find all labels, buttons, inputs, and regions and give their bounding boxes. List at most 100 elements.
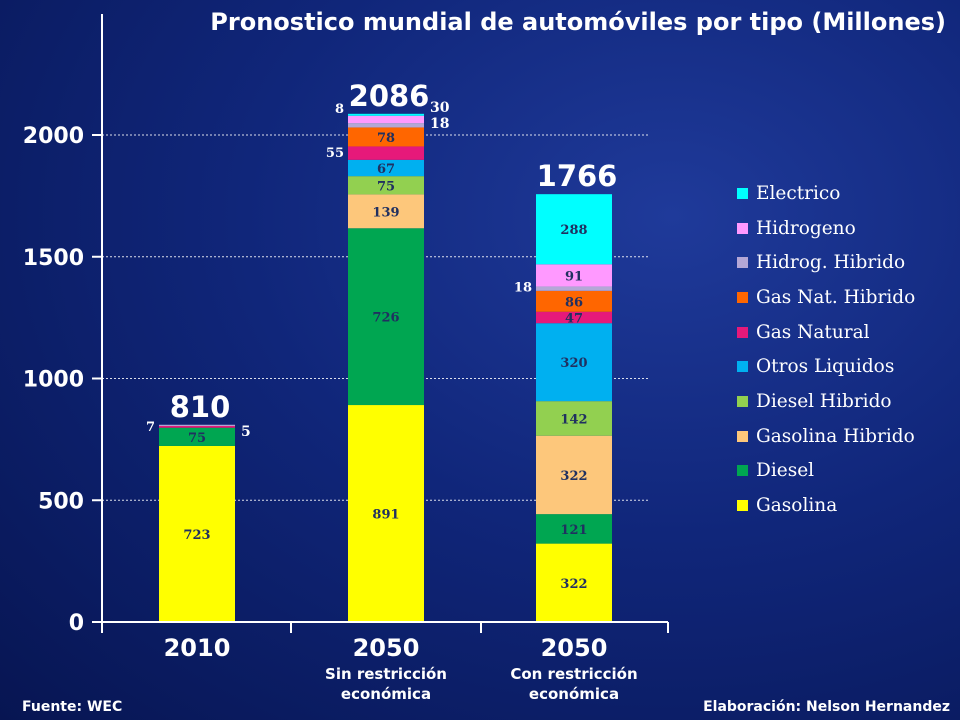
y-tick-label-500: 500 bbox=[38, 489, 84, 514]
bar-segment-gas-natural-1 bbox=[348, 146, 424, 160]
legend-swatch-gasolina-hibrido bbox=[737, 430, 748, 442]
x-category-label-0: 2010 bbox=[164, 634, 231, 662]
bar-segment-gas-nat-hibrido-1 bbox=[348, 127, 424, 147]
bar-segment-gas-nat-hibrido-2 bbox=[536, 290, 612, 312]
bar-segment-gas-natural-2 bbox=[536, 311, 612, 324]
legend-swatch-hidrogeno bbox=[737, 222, 748, 234]
bar-segment-otros-liquidos-1 bbox=[348, 159, 424, 177]
legend-item-gasolina-hibrido: Gasolina Hibrido bbox=[737, 419, 915, 454]
data-label-hidrog-hibrido-0: 5 bbox=[241, 424, 251, 440]
bar-segment-diesel-hibrido-1 bbox=[348, 176, 424, 195]
data-label-gasolina-hibrido-1: 139 bbox=[372, 205, 399, 220]
data-label-gas-nat-hibrido-2: 86 bbox=[565, 295, 583, 310]
legend-label-electrico: Electrico bbox=[756, 182, 841, 204]
legend-label-gasolina: Gasolina bbox=[756, 495, 838, 517]
bar-segment-gas-natural-0 bbox=[159, 425, 235, 428]
data-label-hidrogeno-1: 30 bbox=[430, 100, 450, 116]
data-label-hidrog-hibrido-2: 18 bbox=[514, 281, 532, 296]
legend-label-hidrog-hibrido: Hidrog. Hibrido bbox=[756, 252, 906, 274]
bar-segment-hidrogeno-2 bbox=[536, 264, 612, 287]
author-credit: Elaboración: Nelson Hernandez bbox=[703, 699, 950, 715]
legend-item-gasolina: Gasolina bbox=[737, 488, 915, 523]
chart-legend: Electrico Hidrogeno Hidrog. Hibrido Gas Nat… bbox=[737, 176, 915, 523]
legend-item-gas-nat-hibrido: Gas Nat. Hibrido bbox=[737, 280, 915, 315]
bar-segment-diesel-2 bbox=[536, 514, 612, 544]
bar-segment-hidrogeno-1 bbox=[348, 115, 424, 124]
total-label-2: 1766 bbox=[537, 159, 618, 193]
bar-segment-electrico-1 bbox=[348, 113, 424, 116]
legend-label-diesel: Diesel bbox=[756, 460, 815, 482]
x-category-label-2: 2050 bbox=[541, 634, 608, 662]
legend-item-hidrog-hibrido: Hidrog. Hibrido bbox=[737, 245, 915, 280]
axes: 0 500 1000 1500 2000 2010 2050 Sin restricción e… bbox=[23, 14, 669, 703]
legend-label-hidrogeno: Hidrogeno bbox=[756, 217, 856, 239]
bar-segment-gasolina-hibrido-2 bbox=[536, 435, 612, 515]
legend-label-diesel-hibrido: Diesel Hibrido bbox=[756, 390, 892, 412]
y-tick-label-0: 0 bbox=[69, 611, 84, 636]
legend-item-diesel-hibrido: Diesel Hibrido bbox=[737, 384, 915, 419]
legend-item-otros-liquidos: Otros Liquidos bbox=[737, 349, 915, 384]
data-label-otros-liquidos-1: 67 bbox=[377, 162, 395, 177]
data-label-otros-liquidos-2: 320 bbox=[560, 356, 587, 371]
legend-label-otros-liquidos: Otros Liquidos bbox=[756, 356, 895, 378]
bar-segment-diesel-hibrido-2 bbox=[536, 401, 612, 436]
data-label-hidrog-hibrido-1: 18 bbox=[430, 116, 449, 132]
source-note: Fuente: WEC bbox=[22, 699, 123, 715]
data-label-hidrogeno-2: 91 bbox=[565, 269, 583, 284]
y-tick-label-1000: 1000 bbox=[23, 368, 84, 393]
data-label-diesel-0: 75 bbox=[188, 431, 206, 446]
bar-segment-gasolina-hibrido-1 bbox=[348, 194, 424, 229]
legend-swatch-diesel bbox=[737, 465, 748, 477]
legend-swatch-electrico bbox=[737, 187, 748, 199]
x-category-sublabel-2-1: económica bbox=[529, 685, 619, 703]
bar-stacks bbox=[159, 113, 612, 622]
bar-segment-gasolina-0 bbox=[159, 445, 235, 622]
data-label-electrico-2: 288 bbox=[560, 223, 587, 238]
legend-item-gas-natural: Gas Natural bbox=[737, 315, 915, 350]
bar-segment-diesel-1 bbox=[348, 228, 424, 406]
data-label-gas-natural-1: 55 bbox=[326, 146, 344, 161]
bar-segment-hidrog-hibrido-1 bbox=[348, 123, 424, 128]
legend-swatch-gas-natural bbox=[737, 326, 748, 338]
bar-segment-electrico-2 bbox=[536, 194, 612, 265]
data-label-gasolina-0: 723 bbox=[183, 528, 210, 543]
x-category-label-1: 2050 bbox=[353, 634, 420, 662]
x-category-sublabel-1-1: económica bbox=[341, 685, 431, 703]
data-label-diesel-1: 726 bbox=[372, 311, 399, 326]
legend-label-gas-nat-hibrido: Gas Nat. Hibrido bbox=[756, 286, 916, 308]
bar-segment-diesel-0 bbox=[159, 427, 235, 446]
legend-swatch-hidrog-hibrido bbox=[737, 257, 748, 269]
legend-swatch-gas-nat-hibrido bbox=[737, 291, 748, 303]
total-label-1: 2086 bbox=[349, 79, 430, 113]
legend-label-gas-natural: Gas Natural bbox=[756, 321, 870, 343]
data-label-electrico-1: 8 bbox=[335, 102, 344, 117]
chart-title: Pronostico mundial de automóviles por ti… bbox=[210, 8, 946, 36]
data-label-gas-natural-2: 47 bbox=[565, 312, 583, 327]
legend-swatch-diesel-hibrido bbox=[737, 395, 748, 407]
x-category-sublabel-2-0: Con restricción bbox=[510, 665, 637, 683]
legend-item-hidrogeno: Hidrogeno bbox=[737, 211, 915, 246]
total-label-0: 810 bbox=[170, 390, 231, 424]
data-label-diesel-hibrido-1: 75 bbox=[377, 179, 395, 194]
bar-segment-otros-liquidos-2 bbox=[536, 323, 612, 402]
legend-swatch-gasolina bbox=[737, 500, 748, 512]
data-label-diesel-2: 121 bbox=[560, 523, 587, 538]
bar-segment-hidrog-hibrido-2 bbox=[536, 286, 612, 291]
legend-item-diesel: Diesel bbox=[737, 454, 915, 489]
bar-segment-gasolina-1 bbox=[348, 405, 424, 622]
y-tick-label-2000: 2000 bbox=[23, 124, 84, 149]
bar-segment-gasolina-2 bbox=[536, 543, 612, 622]
bar-segment-hidrog-hibrido-0 bbox=[159, 424, 235, 426]
data-label-gasolina-2: 322 bbox=[560, 577, 587, 592]
data-label-gas-natural-0: 7 bbox=[146, 420, 155, 435]
y-tick-label-1500: 1500 bbox=[23, 246, 84, 271]
data-label-gasolina-hibrido-2: 322 bbox=[560, 469, 587, 484]
legend-item-electrico: Electrico bbox=[737, 176, 915, 211]
data-label-gasolina-1: 891 bbox=[372, 508, 399, 523]
data-label-diesel-hibrido-2: 142 bbox=[560, 412, 587, 427]
x-category-sublabel-1-0: Sin restricción bbox=[325, 665, 447, 683]
legend-label-gasolina-hibrido: Gasolina Hibrido bbox=[756, 425, 915, 447]
data-label-gas-nat-hibrido-1: 78 bbox=[377, 131, 395, 146]
